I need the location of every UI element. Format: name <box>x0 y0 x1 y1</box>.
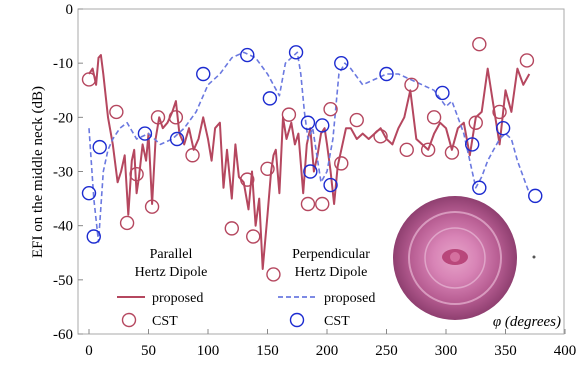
perpendicular-cst-point <box>435 85 450 101</box>
x-tick-label: 350 <box>494 343 517 359</box>
parallel-cst-point <box>426 110 442 125</box>
perpendicular-cst-point <box>92 139 107 155</box>
x-tick-label: 200 <box>316 343 339 359</box>
y-tick-label: -60 <box>53 327 73 343</box>
perpendicular-cst-point <box>300 115 316 130</box>
perpendicular-cst-point <box>315 118 330 133</box>
perpendicular-cst-point <box>464 137 480 152</box>
perpendicular-cst-point <box>472 180 487 195</box>
parallel-cst-point <box>399 142 414 158</box>
parallel-cst-point <box>119 215 135 231</box>
x-tick-label: 300 <box>435 343 458 359</box>
parallel-cst-point <box>492 104 507 120</box>
perpendicular-cst-point <box>81 185 97 201</box>
parallel-cst-point <box>109 104 124 120</box>
legend-perpendicular: Perpendicular Hertz Dipole proposed CST <box>278 247 375 329</box>
x-tick-label: 250 <box>375 343 398 359</box>
parallel-cst-point <box>150 110 166 125</box>
perpendicular-cst-point <box>240 47 255 63</box>
perpendicular-cst-point <box>379 66 394 82</box>
perpendicular-cst-point <box>262 91 278 106</box>
parallel-cst-point <box>281 107 297 122</box>
legend-parallel-cst-label: CST <box>152 314 178 329</box>
parallel-proposed-line <box>88 54 531 270</box>
parallel-cst-point <box>315 196 330 212</box>
legend-parallel-marker <box>121 312 137 328</box>
x-tick-label: 400 <box>554 343 577 359</box>
perpendicular-cst-point <box>528 188 543 204</box>
parallel-cst-point <box>240 172 255 187</box>
parallel-cst-point <box>260 161 275 176</box>
parallel-cst-point <box>300 196 316 212</box>
parallel-cst-point <box>444 145 460 160</box>
legend-parallel-title-line1: Parallel <box>150 247 193 262</box>
parallel-cst-point <box>129 167 144 182</box>
parallel-cst-point <box>323 102 338 117</box>
parallel-cst-point <box>246 229 261 244</box>
parallel-cst-point <box>334 156 349 171</box>
parallel-cst-point <box>224 221 240 236</box>
x-tick-label: 100 <box>197 343 220 359</box>
y-tick-label: -50 <box>53 273 73 289</box>
legend-parallel-proposed-label: proposed <box>152 291 203 306</box>
x-tick-label: 50 <box>141 343 156 359</box>
parallel-cst-point <box>420 142 436 158</box>
perpendicular-cst-point <box>196 66 211 82</box>
perpendicular-cst-point <box>169 131 185 147</box>
parallel-cst-point <box>266 267 281 282</box>
x-axis-ticks: 0 50 100 150 200 250 300 350 400 <box>85 329 576 359</box>
legend-perpendicular-marker <box>289 312 305 328</box>
head-phantom-image <box>393 196 536 320</box>
legend-perpendicular-cst-label: CST <box>324 314 350 329</box>
legend-parallel: Parallel Hertz Dipole proposed CST <box>117 247 207 329</box>
perpendicular-cst-point <box>323 177 338 193</box>
legend-parallel-title-line2: Hertz Dipole <box>135 265 208 280</box>
parallel-cst-point <box>168 110 184 125</box>
parallel-cst-point <box>373 129 388 144</box>
y-axis-label: EFI on the middle neck (dB) <box>30 86 46 258</box>
perpendicular-cst-point <box>334 55 349 71</box>
perpendicular-cst-point <box>288 45 304 60</box>
y-tick-label: -40 <box>53 219 73 235</box>
y-tick-label: -30 <box>53 165 73 181</box>
perpendicular-cst-point <box>86 229 101 244</box>
perpendicular-cst-point <box>495 120 511 136</box>
y-tick-label: -10 <box>53 56 73 72</box>
y-axis-ticks: 0 -10 -20 -30 -40 -50 -60 <box>53 2 83 343</box>
y-tick-label: 0 <box>66 2 74 18</box>
parallel-cst-point <box>81 72 97 87</box>
series-layer <box>81 37 543 282</box>
parallel-cst-point <box>519 53 535 68</box>
perpendicular-cst-point <box>137 126 153 141</box>
parallel-cst-point <box>185 148 200 163</box>
x-tick-label: 0 <box>85 343 93 359</box>
legend-perpendicular-proposed-label: proposed <box>324 291 375 306</box>
x-axis-label: φ (degrees) <box>493 314 561 330</box>
parallel-cst-point <box>349 112 364 128</box>
parallel-cst-point <box>404 77 419 93</box>
parallel-cst-point <box>144 199 160 214</box>
legend-perpendicular-title-line2: Hertz Dipole <box>295 265 368 280</box>
legend-perpendicular-title-line1: Perpendicular <box>292 247 370 262</box>
y-tick-label: -20 <box>53 110 73 126</box>
parallel-cst-point <box>472 37 487 52</box>
x-tick-label: 150 <box>256 343 279 359</box>
perpendicular-cst-point <box>303 164 318 179</box>
parallel-cst-point <box>468 115 483 130</box>
